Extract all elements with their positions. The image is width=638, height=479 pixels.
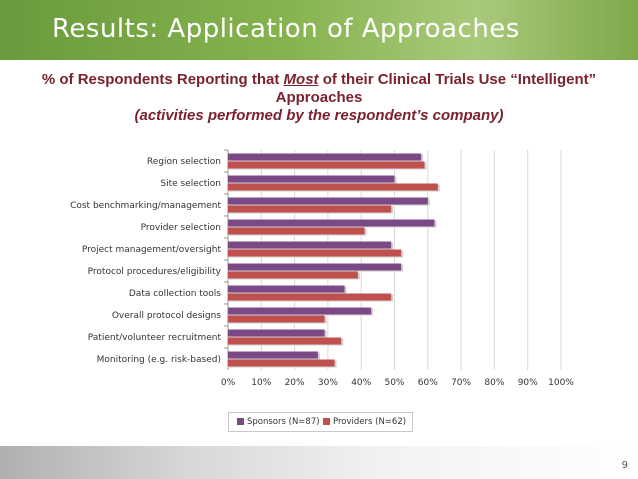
bar-providers [228,249,402,257]
x-tick-label: 80% [484,378,504,388]
legend-item-sponsors: Sponsors (N=87) [237,417,320,427]
x-tick-label: 0% [221,378,236,388]
category-label: Region selection [147,157,221,167]
subtitle-line-2: Approaches [275,89,363,106]
x-tick-label: 10% [251,378,271,388]
chart-legend: Sponsors (N=87) Providers (N=62) [228,412,413,432]
bar-providers [228,161,425,169]
bar-sponsors [228,307,372,315]
slide-title: Results: Application of Approaches [52,14,520,44]
bar-chart: 0% 10% 20% 30% 40% 50% 60% 70% 80% 90% 100% Region … [70,149,574,388]
bar-providers [228,293,392,301]
category-label: Patient/volunteer recruitment [88,333,222,343]
bar-providers [228,271,358,279]
bar-sponsors [228,351,318,359]
x-tick-label: 100% [548,378,574,388]
legend-swatch-providers [323,418,330,425]
category-label: Overall protocol designs [112,311,221,321]
x-tick-label: 40% [351,378,371,388]
subtitle-suffix: of their Clinical Trials Use “Intelligen… [318,71,597,88]
category-label: Cost benchmarking/management [70,201,221,211]
x-tick-label: 30% [318,378,338,388]
bar-sponsors [228,329,325,337]
category-label: Data collection tools [129,289,221,299]
x-tick-label: 20% [285,378,305,388]
bar-sponsors [228,197,428,205]
category-label: Monitoring (e.g. risk-based) [97,355,221,365]
subtitle-emphasis: Most [283,71,319,88]
x-tick-label: 60% [418,378,438,388]
x-tick-label: 90% [518,378,538,388]
bar-sponsors [228,153,422,161]
bar-sponsors [228,263,402,271]
subtitle-line-3: (activities performed by the respondent’… [134,107,504,124]
subtitle-prefix: % of Respondents Reporting that [41,71,284,88]
category-label: Site selection [160,179,221,189]
legend-label-providers: Providers (N=62) [333,417,407,427]
bar-providers [228,183,438,191]
bar-providers [228,337,342,345]
page-number: 9 [621,460,628,471]
subtitle-line-1: % of Respondents Reporting that Most of … [0,71,638,89]
x-tick-label: 70% [451,378,471,388]
footer-band: 9 [0,446,638,479]
bar-sponsors [228,285,345,293]
bar-providers [228,227,365,235]
title-banner: Results: Application of Approaches [0,0,638,60]
legend-label-sponsors: Sponsors (N=87) [247,417,320,427]
bar-providers [228,359,335,367]
bar-sponsors [228,175,395,183]
bar-providers [228,315,325,323]
x-tick-label: 50% [384,378,404,388]
legend-item-providers: Providers (N=62) [323,417,406,427]
category-label: Project management/oversight [82,245,222,255]
legend-swatch-sponsors [237,418,244,425]
bar-sponsors [228,219,435,227]
category-label: Protocol procedures/eligibility [88,267,222,277]
bar-sponsors [228,241,392,249]
chart-subtitle: % of Respondents Reporting that Most of … [0,71,638,125]
bar-providers [228,205,392,213]
category-label: Provider selection [141,223,221,233]
